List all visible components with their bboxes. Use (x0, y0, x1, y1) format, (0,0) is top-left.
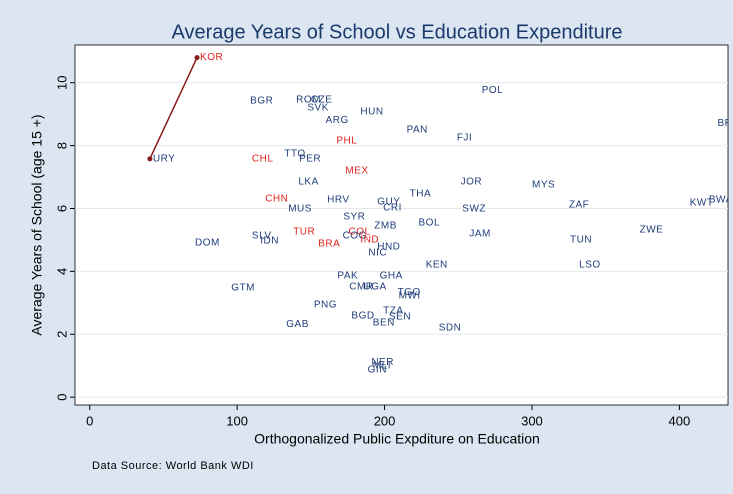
x-tick-label: 300 (521, 413, 543, 428)
point-label: SEN (389, 312, 411, 323)
point-label: TTO (284, 148, 305, 159)
point-label: UGA (364, 282, 387, 293)
point-label: ZAF (569, 200, 589, 211)
point-label: SDN (439, 323, 462, 334)
point-label: TZA (383, 306, 403, 317)
point-label: GTM (231, 283, 255, 294)
point-label: ARG (326, 115, 349, 126)
point-label: COL (348, 227, 370, 238)
point-label: BGD (351, 311, 374, 322)
point (194, 55, 200, 61)
point-label: ZMB (374, 220, 397, 231)
x-tick-label: 400 (669, 413, 691, 428)
point-label: POL (482, 85, 504, 96)
plot-area (74, 44, 729, 406)
point-label: KWT (690, 197, 714, 208)
point-label: COG (343, 230, 367, 241)
point-label: LSO (579, 260, 601, 271)
point-label: SLV (252, 230, 272, 241)
point-label: SYR (343, 212, 365, 223)
x-tick-label: 0 (86, 413, 93, 428)
point-label: ZWE (640, 225, 664, 236)
point-label: TUN (570, 235, 592, 246)
point-label: JOR (461, 176, 483, 187)
point-label: GHA (380, 271, 403, 282)
point-label: GIN (368, 365, 387, 376)
point-label: GUY (377, 197, 400, 208)
point-label: NIC (368, 247, 387, 258)
point-label: KOR (200, 52, 223, 63)
point-label: PHL (336, 136, 357, 147)
point-label: IDN (260, 236, 279, 247)
y-tick-label: 0 (54, 394, 69, 401)
point-label: HUN (360, 107, 383, 118)
x-axis-label: Orthogonalized Public Expditure on Educa… (254, 431, 540, 447)
point-label: BOL (419, 218, 441, 229)
point-label: THA (410, 188, 432, 199)
connector-line (149, 57, 198, 160)
point-label: BRB (717, 118, 733, 129)
point-label: IND (360, 235, 379, 246)
point-label: CHL (252, 153, 274, 164)
point-label: BWA (709, 195, 733, 206)
point-label: MUS (288, 203, 312, 214)
point-label: HRV (327, 195, 349, 206)
x-tick-label: 100 (226, 413, 248, 428)
point-label: ROM (296, 94, 321, 105)
point-label: MYS (532, 180, 555, 191)
point-label: DOM (195, 238, 220, 249)
point-label: PNG (314, 300, 337, 311)
point-label: GAB (286, 319, 309, 330)
point-label: BGR (250, 95, 273, 106)
y-axis-label: Average Years of School (age 15 +) (29, 114, 45, 335)
point-label: MLI (373, 361, 391, 372)
point-label: NER (371, 357, 394, 368)
point-label: LKA (298, 176, 318, 187)
point-label: SWZ (462, 203, 486, 214)
source-note: Data Source: World Bank WDI (92, 460, 254, 472)
point-label: HND (377, 241, 400, 252)
y-tick-label: 8 (54, 142, 69, 149)
y-tick-label: 2 (54, 331, 69, 338)
point-label: PER (299, 153, 321, 164)
point-label: CHN (265, 193, 288, 204)
chart-title: Average Years of School vs Education Exp… (171, 21, 622, 43)
point-label: CMR (349, 282, 373, 293)
point-label: PAN (407, 125, 428, 136)
y-tick-label: 4 (54, 268, 69, 275)
point-label: KEN (426, 260, 448, 271)
y-tick-label: 6 (54, 205, 69, 212)
point-label: BEN (373, 318, 395, 329)
point-label: TUR (293, 227, 315, 238)
point-label: CZE (311, 94, 333, 105)
point (147, 156, 153, 162)
point-label: PAK (337, 271, 358, 282)
point-label: SVK (307, 103, 329, 114)
point-label: BRA (318, 239, 340, 250)
point-label: URY (153, 153, 175, 164)
point-label: MWI (399, 291, 421, 302)
point-label: CRI (383, 203, 402, 214)
point-label: JAM (469, 229, 491, 240)
point-label: FJI (457, 132, 472, 143)
x-tick-label: 200 (374, 413, 396, 428)
y-tick-label: 10 (54, 75, 69, 89)
point-label: TGO (398, 287, 421, 298)
point-label: MEX (345, 165, 368, 176)
